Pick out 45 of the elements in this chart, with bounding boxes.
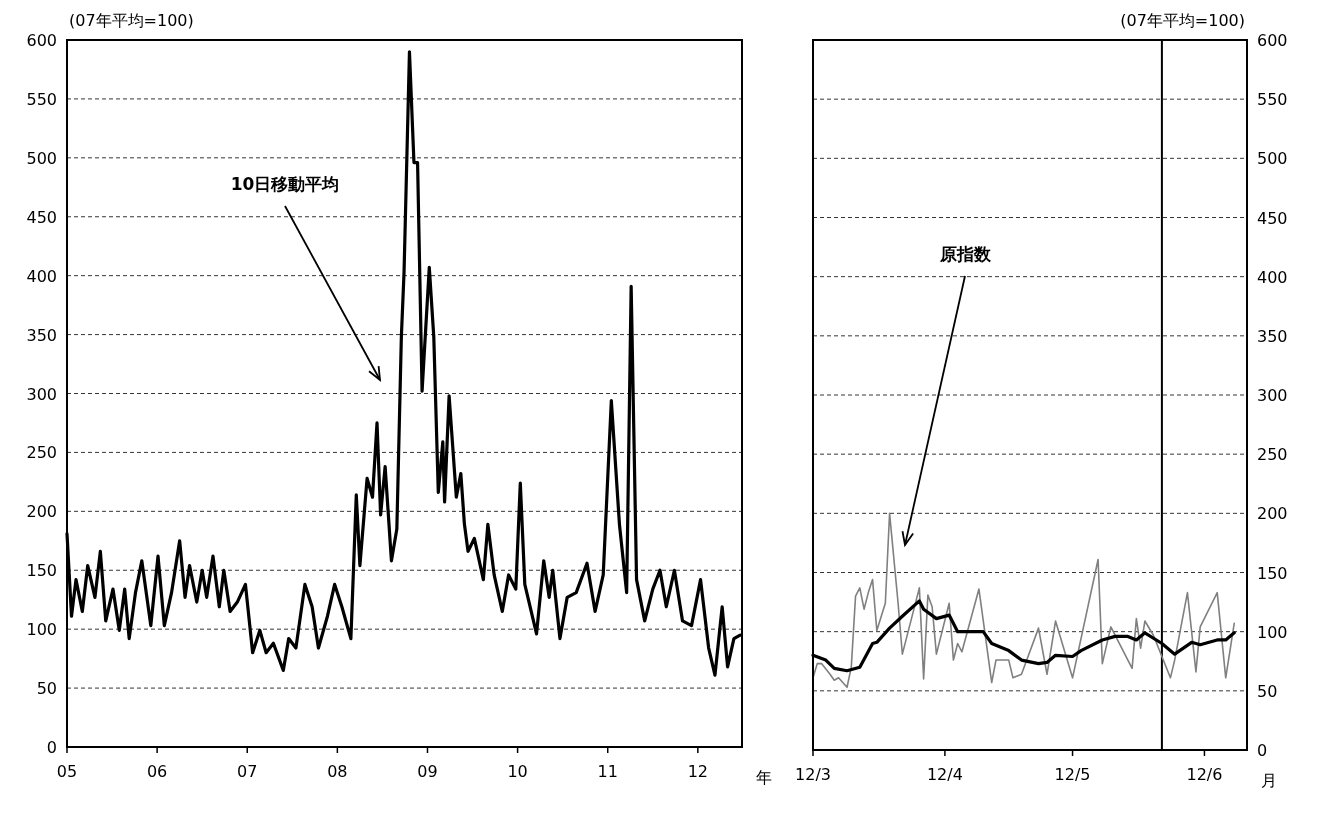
x-tick-label: 12/5	[1054, 765, 1091, 784]
y-tick-label: 550	[26, 89, 57, 109]
y-axis-title: (07年平均=100)	[69, 11, 194, 30]
y-tick-label: 50	[36, 679, 57, 699]
y-tick-label: 150	[1257, 563, 1288, 583]
x-tick-label: 12	[687, 762, 709, 781]
y-tick-label: 0	[1257, 741, 1268, 760]
y-axis-title: (07年平均=100)	[1120, 11, 1245, 30]
y-tick-label: 0	[46, 738, 57, 757]
y-tick-label: 350	[1257, 326, 1288, 346]
y-tick-label: 450	[26, 207, 57, 227]
y-tick-label: 550	[1257, 90, 1288, 110]
y-tick-label: 200	[1257, 504, 1288, 524]
y-tick-label: 350	[26, 325, 57, 345]
x-tick-label: 12/3	[795, 765, 831, 784]
y-tick-label: 250	[1257, 445, 1288, 465]
y-tick-label: 100	[26, 620, 57, 640]
y-tick-label: 100	[1257, 622, 1288, 642]
y-tick-label: 400	[1257, 267, 1288, 287]
y-tick-label: 450	[1257, 208, 1288, 228]
y-tick-label: 150	[26, 561, 57, 581]
x-axis-title: 年	[756, 768, 772, 787]
x-tick-label: 07	[237, 762, 258, 781]
y-tick-label: 300	[1257, 386, 1288, 405]
y-tick-label: 200	[26, 502, 57, 522]
annotation: 原指数	[938, 244, 992, 264]
y-tick-label: 300	[26, 384, 57, 404]
x-tick-label: 11	[597, 762, 618, 781]
y-tick-label: 600	[1257, 31, 1288, 50]
y-tick-label: 500	[1257, 149, 1288, 169]
y-tick-label: 50	[1257, 681, 1278, 701]
y-tick-label: 250	[26, 443, 57, 463]
annotation: 10日移動平均	[230, 174, 340, 194]
x-tick-label: 05	[56, 762, 78, 781]
y-tick-label: 500	[26, 148, 57, 168]
y-tick-label: 400	[26, 266, 57, 286]
x-tick-label: 09	[417, 762, 438, 781]
x-tick-label: 12/4	[926, 765, 963, 784]
x-axis-title: 月	[1261, 771, 1277, 790]
line-series	[812, 512, 1236, 689]
x-tick-label: 06	[146, 762, 168, 781]
y-tick-label: 600	[26, 31, 57, 50]
x-tick-label: 10	[507, 762, 528, 781]
x-tick-label: 12/6	[1186, 765, 1223, 784]
x-tick-label: 08	[327, 762, 348, 781]
